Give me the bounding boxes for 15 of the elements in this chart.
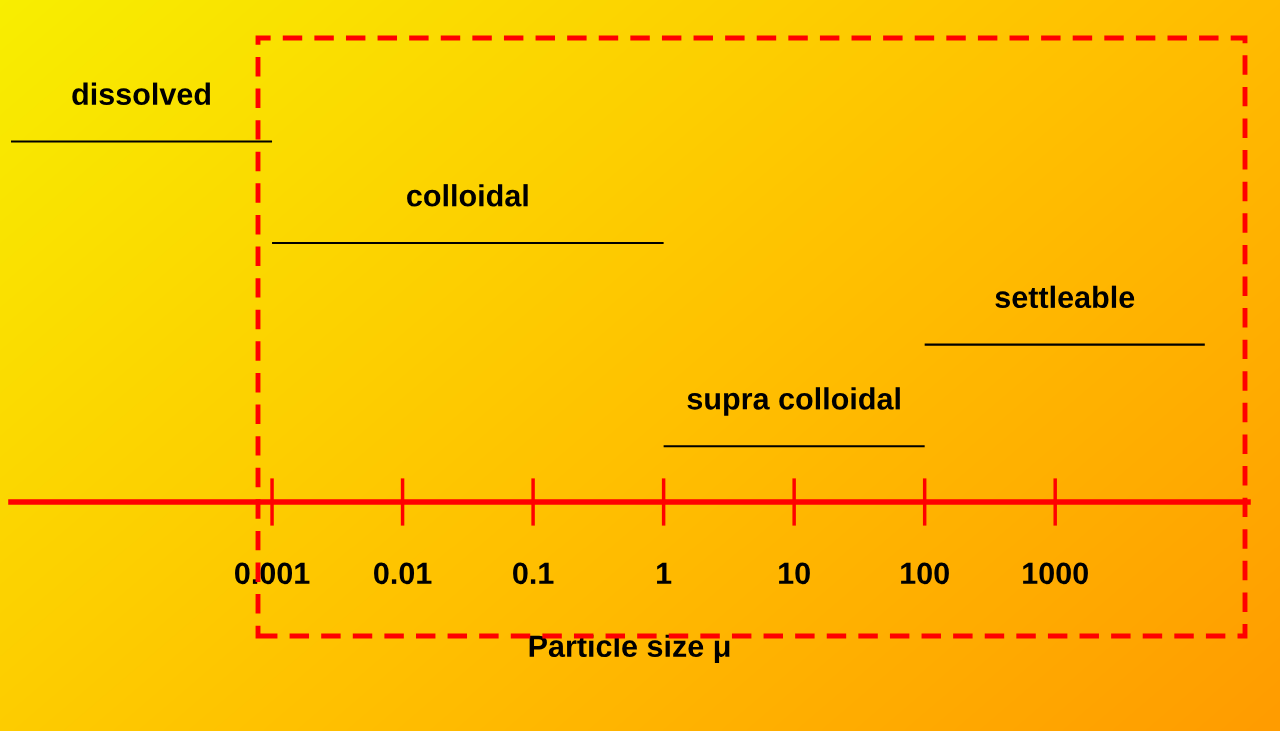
annotation: settleable [995,285,1135,309]
x-tick-label: 1000 [1023,562,1088,585]
annotation: dissolved [72,82,210,106]
x-tick-label: 100 [901,562,949,585]
bar [11,140,273,143]
x-tick-label: 0.01 [374,562,432,585]
x-tick-label: 10 [779,562,810,585]
annotation: colloidal [407,184,528,207]
x-axis-title: Particle size μ [529,634,730,663]
x-tick-label: 1 [657,562,672,584]
x-tick-label: 0.1 [513,562,554,585]
annotation: supra colloidal [687,387,900,416]
bar [272,242,664,245]
bar [924,343,1205,346]
bar [663,445,925,448]
